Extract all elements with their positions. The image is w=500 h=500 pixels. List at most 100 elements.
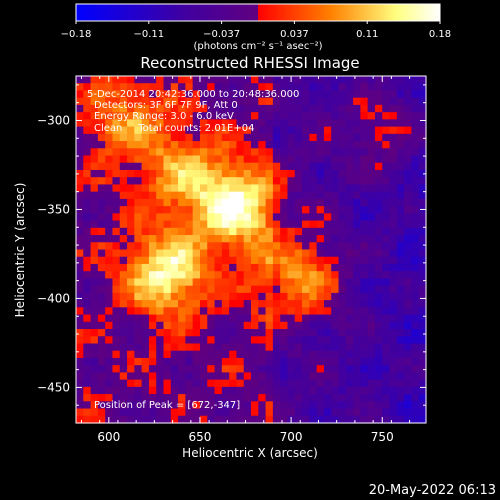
heatmap-cell: [170, 162, 179, 171]
heatmap-cell: [127, 133, 135, 142]
heatmap-cell: [258, 401, 267, 410]
heatmap-cell: [360, 206, 369, 214]
heatmap-cell: [229, 141, 238, 149]
heatmap-cell: [134, 112, 143, 120]
heatmap-cell: [97, 76, 106, 84]
heatmap-cell: [83, 357, 92, 366]
heatmap-cell: [185, 365, 194, 373]
heatmap-cell: [83, 292, 92, 301]
heatmap-cell: [382, 155, 391, 164]
heatmap-cell: [258, 379, 267, 388]
heatmap-cell: [76, 169, 84, 178]
heatmap-cell: [280, 148, 289, 157]
heatmap-cell: [163, 220, 172, 229]
heatmap-cell: [389, 148, 398, 157]
heatmap-cell: [170, 300, 179, 308]
heatmap-cell: [148, 408, 157, 417]
heatmap-cell: [207, 249, 216, 258]
heatmap-cell: [127, 329, 135, 337]
heatmap-cell: [207, 372, 216, 381]
heatmap-cell: [258, 372, 267, 381]
heatmap-cell: [207, 365, 216, 373]
heatmap-cell: [382, 119, 391, 128]
heatmap-cell: [258, 191, 267, 200]
heatmap-cell: [294, 162, 303, 171]
heatmap-cell: [105, 292, 114, 301]
heatmap-cell: [221, 155, 230, 164]
heatmap-cell: [178, 148, 186, 157]
heatmap-cell: [411, 141, 420, 149]
heatmap-cell: [382, 76, 391, 84]
heatmap-cell: [302, 285, 310, 294]
heatmap-cell: [119, 263, 128, 272]
heatmap-cell: [76, 220, 84, 229]
heatmap-cell: [280, 97, 289, 106]
heatmap-cell: [418, 343, 427, 352]
heatmap-cell: [280, 235, 289, 243]
heatmap-cell: [134, 307, 143, 316]
heatmap-cell: [127, 394, 135, 402]
heatmap-cell: [389, 314, 398, 323]
heatmap-cell: [119, 112, 128, 120]
heatmap-cell: [367, 76, 376, 84]
heatmap-cell: [265, 321, 274, 330]
heatmap-cell: [163, 386, 172, 395]
heatmap-cell: [360, 83, 369, 92]
heatmap-cell: [309, 148, 318, 157]
heatmap-cell: [236, 343, 245, 352]
heatmap-cell: [148, 141, 157, 149]
heatmap-cell: [199, 249, 208, 258]
heatmap-cell: [331, 148, 340, 157]
heatmap-cell: [338, 408, 347, 417]
heatmap-cell: [309, 198, 318, 207]
heatmap-cell: [134, 235, 143, 243]
heatmap-cell: [316, 343, 325, 352]
heatmap-cell: [353, 329, 361, 337]
heatmap-cell: [178, 256, 186, 265]
heatmap-cell: [258, 292, 267, 301]
heatmap-cell: [199, 191, 208, 200]
heatmap-cell: [389, 357, 398, 366]
heatmap-cell: [309, 394, 318, 402]
heatmap-cell: [331, 198, 340, 207]
heatmap-cell: [112, 83, 121, 92]
heatmap-cell: [404, 415, 413, 424]
heatmap-cell: [389, 227, 398, 236]
annotation-total-counts: Clean Total counts: 2.01E+04: [94, 123, 254, 134]
heatmap-cell: [134, 184, 143, 193]
heatmap-cell: [316, 141, 325, 149]
heatmap-cell: [178, 112, 186, 120]
heatmap-cell: [323, 227, 332, 236]
heatmap-cell: [185, 184, 194, 193]
heatmap-cell: [331, 126, 340, 135]
heatmap-cell: [170, 133, 179, 142]
heatmap-cell: [258, 263, 267, 272]
heatmap-cell: [229, 169, 238, 178]
heatmap-cell: [302, 119, 310, 128]
heatmap-cell: [389, 206, 398, 214]
axis-ticks: 600 650 700 750−300−350−400−450: [37, 76, 426, 444]
heatmap-cell: [185, 162, 194, 171]
heatmap-cell: [265, 343, 274, 352]
heatmap-cell: [156, 177, 165, 186]
heatmap-cell: [236, 76, 245, 84]
heatmap-cell: [207, 379, 216, 388]
heatmap-cell: [221, 278, 230, 287]
heatmap-cell: [418, 321, 427, 330]
heatmap-cell: [236, 300, 245, 308]
heatmap-cell: [134, 104, 143, 113]
heatmap-cell: [345, 256, 354, 265]
heatmap-cell: [287, 112, 296, 120]
heatmap-cell: [185, 249, 194, 258]
heatmap-cell: [338, 227, 347, 236]
annotation-energy-range: Energy Range: 3.0 - 6.0 keV: [94, 111, 234, 122]
heatmap-cell: [199, 285, 208, 294]
heatmap-cell: [112, 300, 121, 308]
heatmap-cell: [251, 162, 259, 171]
colorbar-tick-label: −0.18: [61, 29, 92, 40]
heatmap-cell: [163, 408, 172, 417]
heatmap-cell: [272, 386, 281, 395]
heatmap-cell: [258, 300, 267, 308]
heatmap-cell: [382, 213, 391, 222]
heatmap-cell: [251, 155, 259, 164]
